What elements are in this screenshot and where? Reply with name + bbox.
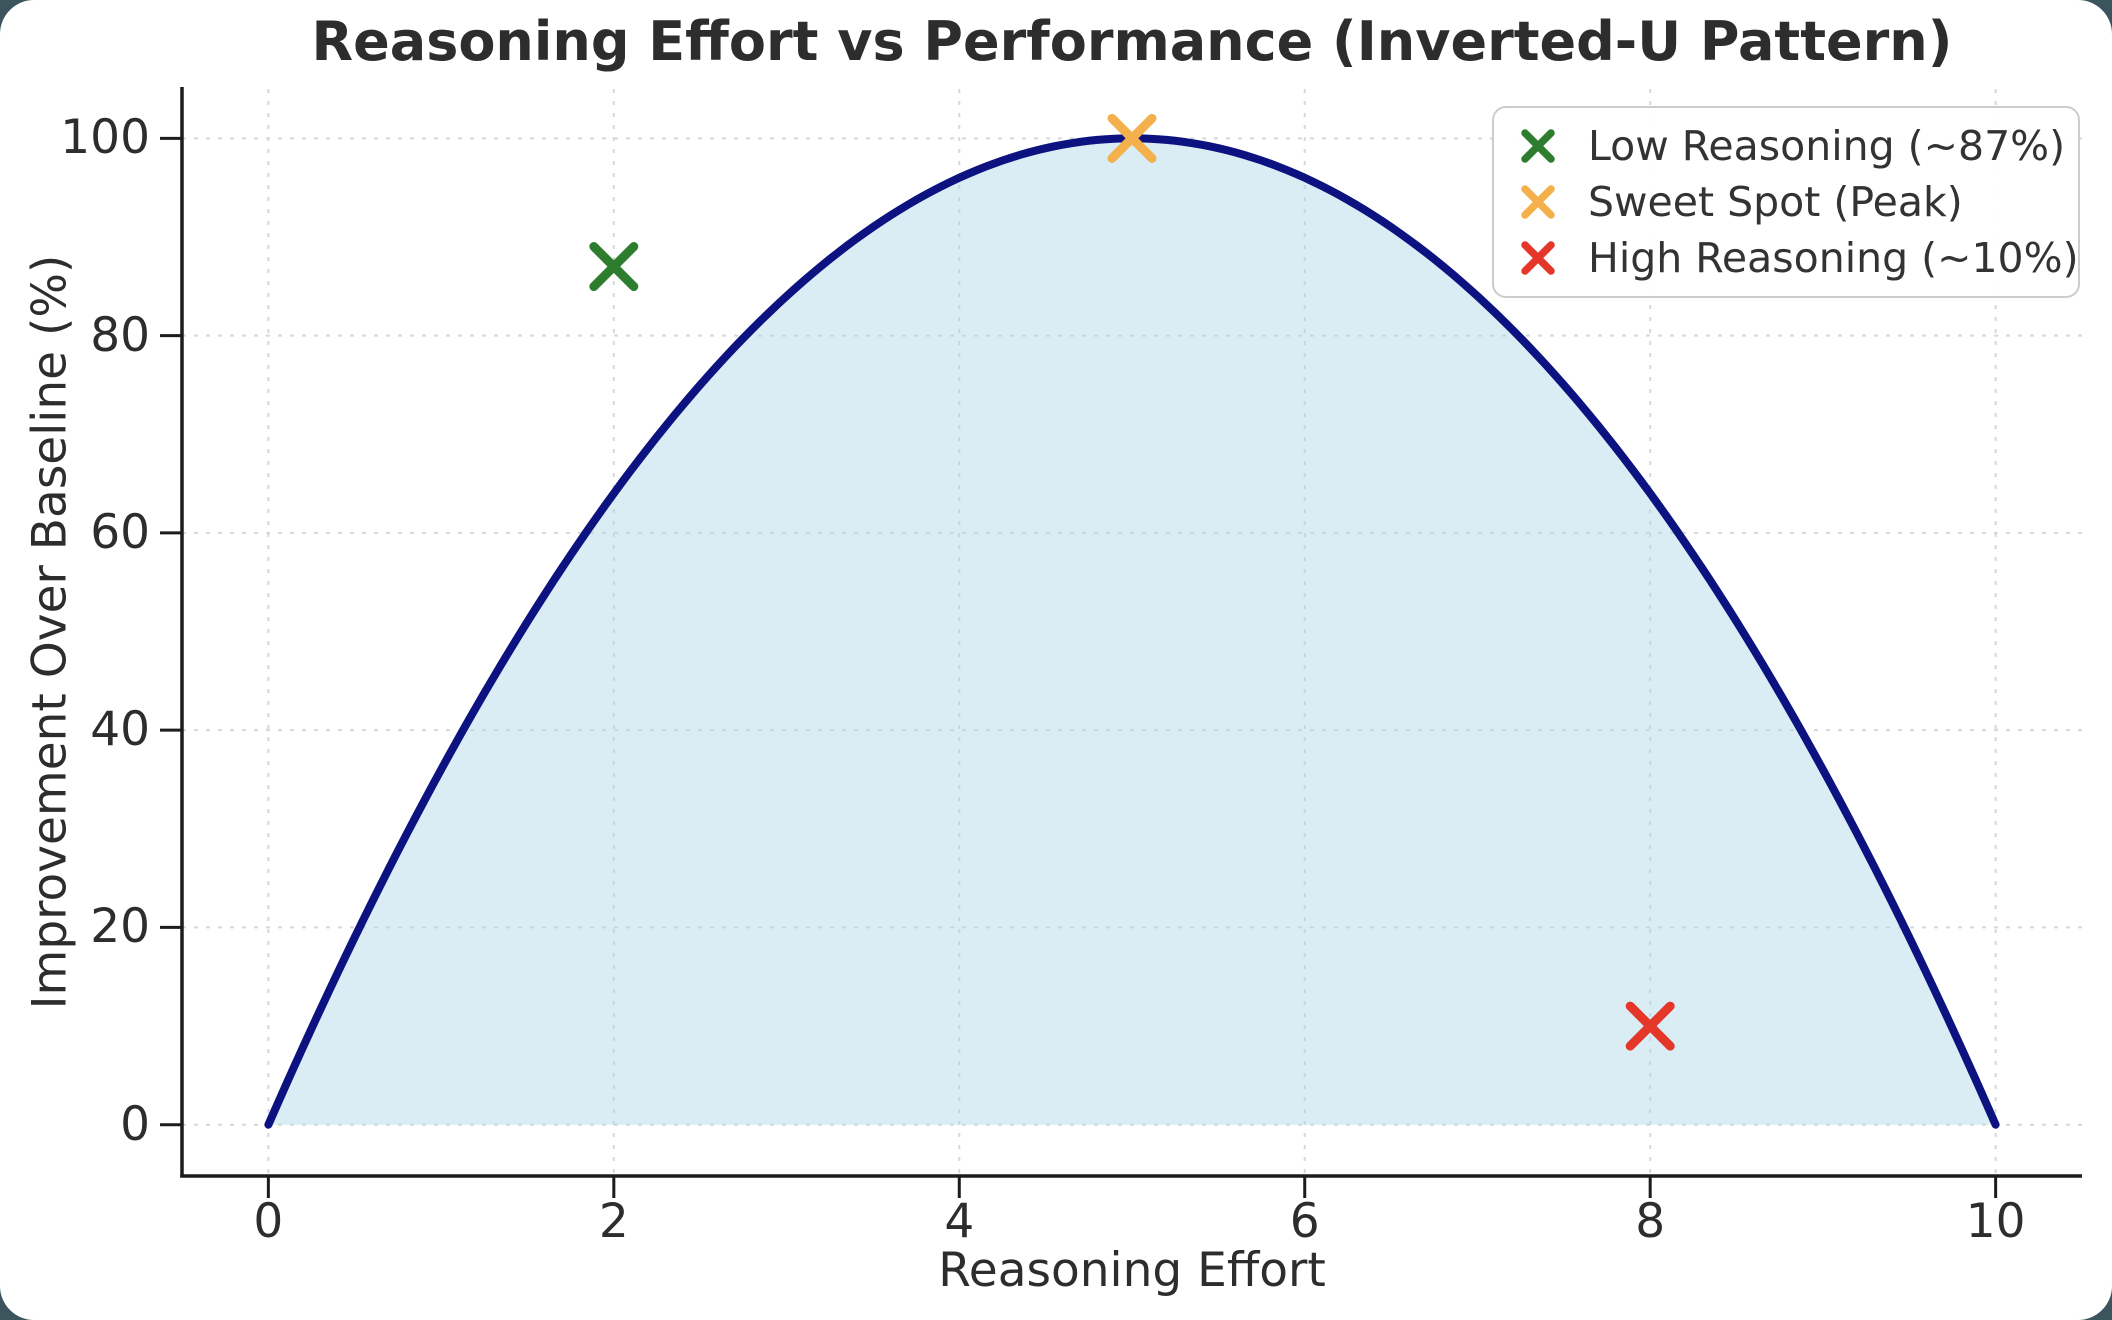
x-tick-label: 2 xyxy=(598,1194,629,1249)
legend-x-marker-icon xyxy=(1521,241,1555,275)
legend-x-marker-icon xyxy=(1521,185,1555,219)
x-tick-label: 0 xyxy=(253,1194,284,1249)
plot-area xyxy=(160,87,2082,1198)
data-point-marker xyxy=(1625,1001,1675,1051)
x-tick-label: 4 xyxy=(944,1194,975,1249)
y-tick-label: 20 xyxy=(90,899,150,955)
legend-item: High Reasoning (~10%) xyxy=(1518,230,2079,286)
data-point-marker xyxy=(1107,113,1157,163)
data-point-marker xyxy=(589,242,639,292)
y-axis-label: Improvement Over Baseline (%) xyxy=(22,254,78,1010)
legend-item: Low Reasoning (~87%) xyxy=(1518,118,2065,174)
plot-svg xyxy=(160,87,2082,1198)
x-tick-label: 10 xyxy=(1965,1194,2026,1249)
legend-item: Sweet Spot (Peak) xyxy=(1518,174,2054,230)
x-tick-label: 6 xyxy=(1289,1194,1320,1249)
legend-x-marker-icon xyxy=(1521,129,1555,163)
legend-label: High Reasoning (~10%) xyxy=(1588,234,2079,282)
y-tick-label: 100 xyxy=(60,110,150,166)
y-tick-label: 60 xyxy=(90,504,150,560)
legend-label: Sweet Spot (Peak) xyxy=(1588,178,1963,226)
legend: Low Reasoning (~87%) Sweet Spot (Peak) Hig… xyxy=(1492,106,2080,298)
x-tick-label: 8 xyxy=(1635,1194,1666,1249)
y-tick-label: 40 xyxy=(90,702,150,758)
legend-label: Low Reasoning (~87%) xyxy=(1588,122,2066,170)
y-tick-label: 0 xyxy=(120,1096,150,1152)
chart-title: Reasoning Effort vs Performance (Inverte… xyxy=(311,10,1953,73)
x-axis-label: Reasoning Effort xyxy=(938,1243,1326,1298)
y-tick-label: 80 xyxy=(90,307,150,363)
